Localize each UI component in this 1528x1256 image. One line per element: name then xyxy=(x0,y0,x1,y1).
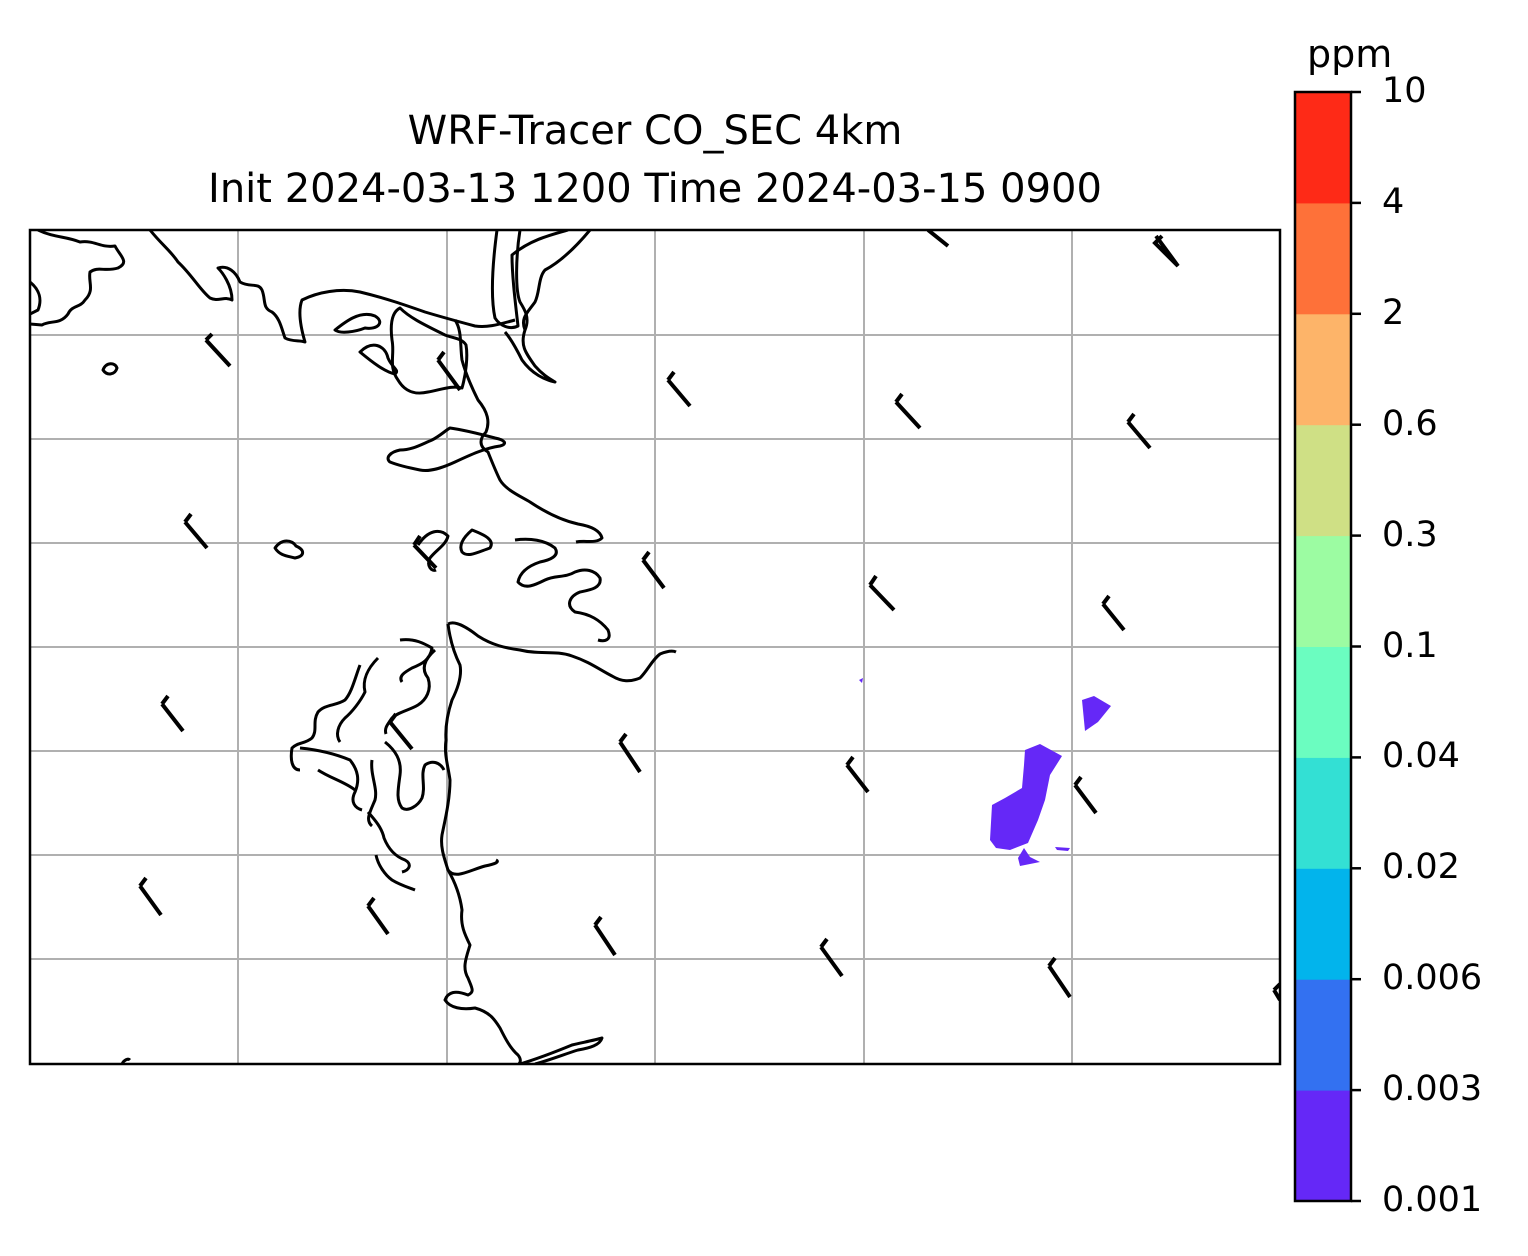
wind-barb xyxy=(204,332,232,368)
colorbar-segment xyxy=(1295,424,1351,537)
wind-barb xyxy=(868,574,896,612)
coastline xyxy=(503,230,557,384)
coastline xyxy=(374,854,416,892)
colorbar-tick-label: 10 xyxy=(1382,71,1427,111)
colorbar-tick-label: 0.003 xyxy=(1382,1069,1483,1110)
concentration-patch xyxy=(859,678,863,683)
colorbar-segment xyxy=(1295,868,1351,980)
wind-barb xyxy=(894,392,922,430)
colorbar xyxy=(1295,92,1351,1202)
coastline xyxy=(317,768,356,792)
wind-barb xyxy=(366,896,390,936)
wind-barb xyxy=(1126,412,1152,450)
map-frame xyxy=(28,228,1282,1066)
coastline xyxy=(519,1036,604,1064)
wind-barb xyxy=(666,370,692,408)
colorbar-segment xyxy=(1295,313,1351,426)
coastline xyxy=(443,869,522,1064)
concentration-patch xyxy=(990,744,1062,850)
colorbar-segment xyxy=(1295,646,1351,758)
wind-barb xyxy=(926,230,1180,268)
coastline xyxy=(521,230,592,331)
wind-barbs xyxy=(138,230,1280,1002)
colorbar-segment xyxy=(1295,202,1351,315)
colorbar-unit-label: ppm xyxy=(1307,32,1393,76)
coastline xyxy=(30,230,126,327)
concentration-patch xyxy=(1082,696,1111,731)
coastline xyxy=(358,343,399,376)
map-title-line1: WRF-Tracer CO_SEC 4km xyxy=(407,108,903,154)
map-gridlines xyxy=(30,230,1280,1064)
colorbar-tick-label: 0.001 xyxy=(1382,1180,1483,1220)
wind-barb xyxy=(412,534,438,570)
coastline xyxy=(289,664,362,772)
coastline xyxy=(386,426,507,472)
colorbar-tick-label: 0.3 xyxy=(1382,514,1438,555)
coastline xyxy=(30,280,42,316)
coastline xyxy=(459,528,493,556)
wind-barb xyxy=(593,915,617,957)
wind-barb xyxy=(388,712,414,751)
coastline xyxy=(384,740,446,811)
coastline xyxy=(440,623,499,876)
colorbar-tick-label: 0.02 xyxy=(1382,847,1460,888)
colorbar-segment xyxy=(1295,979,1351,1091)
wind-barb xyxy=(1073,775,1098,815)
coastline xyxy=(384,648,437,735)
coastlines xyxy=(30,230,677,1064)
wind-barb xyxy=(618,732,642,774)
colorbar-segment xyxy=(1295,535,1351,647)
colorbar-tick-label: 0.1 xyxy=(1382,625,1438,666)
coastline xyxy=(336,656,380,743)
coastline xyxy=(366,811,411,874)
wind-barb xyxy=(138,876,163,917)
colorbar-tick-label: 2 xyxy=(1382,292,1405,333)
coastline xyxy=(453,319,604,544)
map-title-line2: Init 2024-03-13 1200 Time 2024-03-15 090… xyxy=(208,166,1102,212)
wind-barb xyxy=(183,512,209,550)
wind-barb xyxy=(436,350,462,392)
colorbar-segment xyxy=(1295,757,1351,869)
colorbar-segment xyxy=(1295,1090,1351,1202)
concentration-patch xyxy=(1055,847,1070,851)
wind-barb xyxy=(641,550,666,590)
wind-barb xyxy=(845,755,870,794)
colorbar-tick-label: 0.006 xyxy=(1382,958,1483,999)
coastline xyxy=(333,313,382,334)
colorbar-segment xyxy=(1295,92,1351,204)
coastline xyxy=(399,638,434,683)
wind-barb xyxy=(1101,594,1126,632)
coastline xyxy=(514,537,611,643)
colorbar-tick-label: 0.04 xyxy=(1382,736,1460,777)
coastline xyxy=(416,529,450,572)
coastline xyxy=(299,746,363,812)
coastline xyxy=(447,621,677,683)
colorbar-tick-label: 4 xyxy=(1382,181,1405,222)
concentration-patch xyxy=(1018,848,1040,866)
coastline xyxy=(389,306,469,395)
concentration-fill xyxy=(859,678,1111,866)
coastline xyxy=(490,230,569,330)
colorbar-tick-label: 0.6 xyxy=(1382,403,1438,444)
coastline xyxy=(101,362,119,376)
wind-barb xyxy=(160,694,185,733)
coastline xyxy=(148,230,516,344)
coastline xyxy=(273,539,305,560)
wind-barb xyxy=(819,937,844,978)
wind-barb xyxy=(1047,956,1072,999)
coastline xyxy=(367,759,378,828)
